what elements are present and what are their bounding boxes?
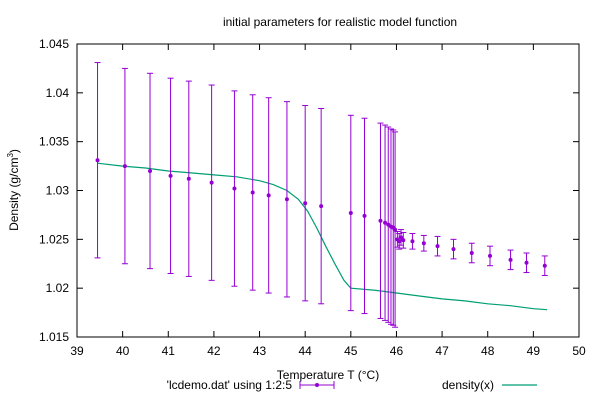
x-tick-label: 45: [344, 344, 358, 358]
data-point: [401, 238, 406, 243]
data-point: [284, 197, 289, 202]
y-tick-label: 1.015: [39, 330, 69, 344]
x-tick-label: 42: [207, 344, 221, 358]
y-tick-label: 1.025: [39, 232, 69, 246]
x-axis-ticks: 39 40 41 42 43 44 45 46 47 48 49 50: [70, 44, 586, 358]
data-point-group: [385, 126, 392, 323]
x-axis-label: Temperature T (°C): [277, 368, 379, 382]
data-point-group: [398, 229, 405, 246]
y-axis-label-close: ): [7, 149, 21, 153]
data-point-group: [231, 90, 238, 287]
data-point: [508, 257, 513, 262]
data-point-group: [318, 107, 325, 305]
data-point-group: [147, 72, 154, 270]
data-point-group: [541, 255, 548, 276]
x-tick-label: 50: [572, 344, 586, 358]
data-point: [524, 260, 529, 265]
data-point-group: [94, 62, 101, 259]
data-point-group: [392, 131, 399, 328]
data-point: [393, 227, 398, 232]
data-point: [232, 186, 237, 191]
data-point: [378, 218, 383, 223]
data-point-group: [249, 94, 256, 291]
data-point: [435, 244, 440, 249]
data-point: [399, 235, 404, 240]
x-tick-label: 39: [70, 344, 84, 358]
data-point: [168, 173, 173, 178]
data-point-group: [434, 235, 441, 257]
data-point-group: [523, 252, 530, 274]
data-point: [250, 190, 255, 195]
data-point: [469, 251, 474, 256]
data-point-group: [208, 84, 215, 281]
data-point-group: [382, 124, 389, 321]
y-axis-label-superscript: 3: [6, 153, 15, 158]
data-point-group: [468, 242, 475, 264]
data-point: [488, 253, 493, 258]
data-point-group: [420, 234, 427, 252]
data-point: [303, 201, 308, 206]
x-tick-label: 41: [162, 344, 176, 358]
y-axis-ticks: 1.015 1.02 1.025 1.03 1.035 1.04 1.045: [39, 37, 579, 344]
data-point: [348, 210, 353, 215]
x-tick-label: 49: [527, 344, 541, 358]
data-point: [410, 239, 415, 244]
data-point-group: [185, 80, 192, 277]
data-point: [266, 193, 271, 198]
x-tick-label: 47: [435, 344, 449, 358]
data-point-group: [121, 67, 128, 265]
data-point-group: [487, 245, 494, 267]
data-point-group: [400, 231, 407, 249]
data-point-group: [361, 117, 368, 315]
measured-data-series: [94, 62, 548, 328]
data-point-group: [396, 232, 403, 250]
x-tick-label: 48: [481, 344, 495, 358]
data-point: [451, 247, 456, 252]
data-point-group: [377, 122, 384, 319]
data-point-group: [167, 77, 174, 275]
legend: 'lcdemo.dat' using 1:2:5 density(x): [167, 378, 537, 392]
density-fit-series: [97, 162, 548, 311]
data-point: [362, 213, 367, 218]
data-point: [421, 241, 426, 246]
y-tick-label: 1.03: [46, 184, 70, 198]
x-tick-label: 44: [299, 344, 313, 358]
data-point-group: [302, 105, 309, 302]
plot-frame: [76, 43, 580, 338]
y-tick-label: 1.045: [39, 37, 69, 51]
data-point-group: [265, 97, 272, 294]
density-fit-line: [97, 162, 548, 311]
x-tick-label: 46: [390, 344, 404, 358]
y-tick-label: 1.04: [46, 86, 70, 100]
data-point-group: [507, 249, 514, 271]
data-point: [209, 180, 214, 185]
data-point: [95, 158, 100, 163]
legend-data-point: [315, 383, 319, 387]
data-point-group: [450, 238, 457, 260]
y-axis-label-main: Density (g/cm: [7, 158, 21, 231]
data-point-group: [347, 114, 354, 312]
data-point: [148, 168, 153, 173]
chart-title: initial parameters for realistic model f…: [223, 15, 457, 29]
data-point: [397, 239, 402, 244]
legend-sample-data: [299, 381, 335, 389]
data-point-group: [387, 128, 394, 325]
data-point: [186, 176, 191, 181]
data-point-group: [283, 101, 290, 298]
legend-label-fit: density(x): [442, 378, 494, 392]
data-point: [383, 220, 388, 225]
y-axis-label: Density (g/cm3): [6, 149, 21, 231]
data-point: [319, 204, 324, 209]
data-point: [542, 263, 547, 268]
y-tick-label: 1.035: [39, 135, 69, 149]
x-tick-label: 43: [253, 344, 267, 358]
data-point-group: [409, 232, 416, 250]
legend-label-data: 'lcdemo.dat' using 1:2:5: [167, 378, 293, 392]
y-tick-label: 1.02: [46, 281, 70, 295]
x-tick-label: 40: [116, 344, 130, 358]
data-point: [122, 164, 127, 169]
